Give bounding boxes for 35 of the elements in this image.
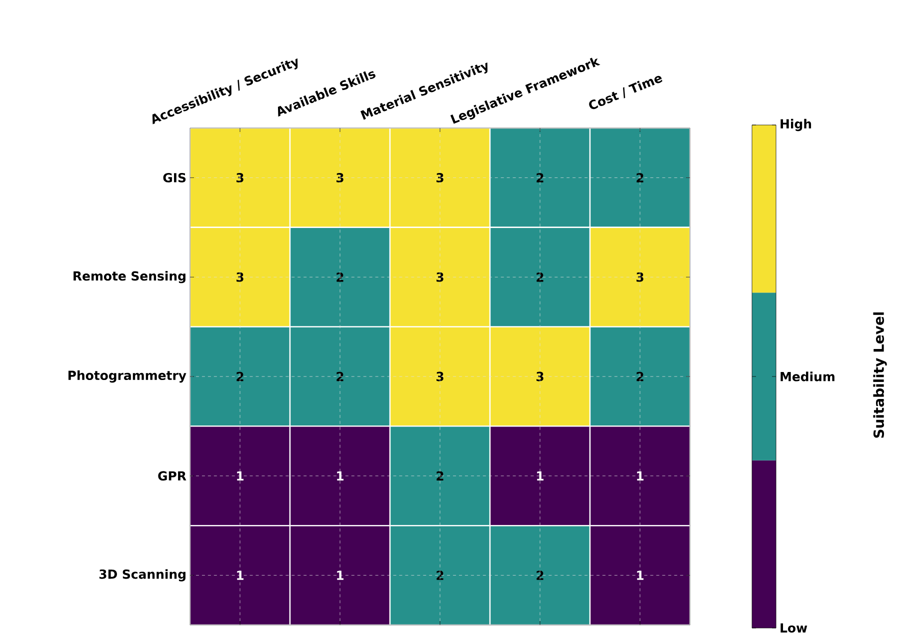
y-tick-label: GIS: [163, 172, 186, 182]
y-tick-label: 3D Scanning: [99, 569, 186, 582]
data-label: 2: [436, 471, 444, 481]
color-bar-label: Medium: [780, 372, 834, 382]
data-label: 3: [236, 172, 244, 182]
data-label: 3: [436, 172, 444, 182]
data-label: 2: [436, 570, 444, 580]
data-label: 2: [536, 570, 544, 580]
data-label: 2: [636, 173, 644, 182]
data-label: 2: [336, 372, 344, 382]
data-label: 1: [537, 471, 544, 480]
data-label: 2: [536, 272, 544, 282]
data-label: 1: [237, 471, 244, 480]
data-label: 1: [237, 570, 244, 580]
data-label: 2: [236, 372, 244, 382]
data-label: 1: [637, 471, 644, 480]
y-tick-label: Photogrammetry: [68, 370, 186, 383]
data-label: 3: [436, 272, 444, 282]
data-label: 3: [536, 372, 544, 382]
data-label: 3: [436, 372, 444, 382]
data-label: 2: [636, 372, 644, 382]
data-label: 2: [536, 173, 544, 182]
color-bar-title: Suitability Level: [873, 312, 887, 438]
color-bar-label: Low: [780, 623, 808, 633]
y-tick-label: Remote Sensing: [74, 271, 186, 284]
data-label: 3: [236, 272, 244, 282]
data-label: 3: [636, 272, 644, 282]
color-bar-label: High: [780, 118, 812, 132]
y-tick-label: GPR: [158, 471, 186, 481]
x-tick-label: Cost / Time: [589, 76, 662, 110]
data-label: 2: [336, 272, 344, 282]
data-label: 1: [337, 570, 344, 580]
data-label: 3: [336, 172, 344, 182]
data-label: 1: [337, 471, 344, 480]
data-label: 1: [637, 570, 644, 580]
